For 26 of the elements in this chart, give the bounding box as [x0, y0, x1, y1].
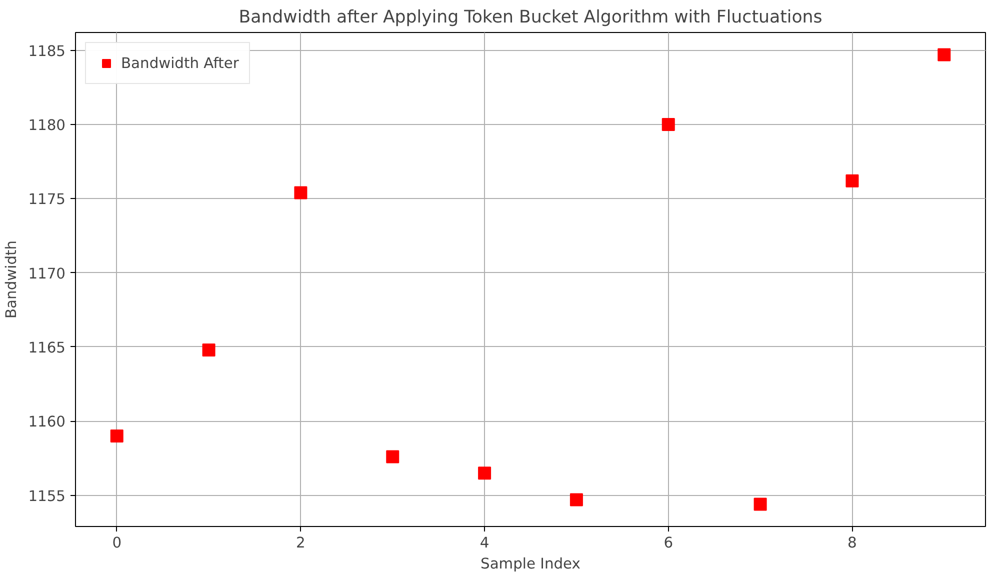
y-axis-title: Bandwidth — [3, 240, 20, 319]
point — [294, 186, 308, 200]
point — [846, 174, 859, 188]
y-tick-label: 1160 — [28, 414, 66, 431]
y-tick-label: 1155 — [28, 488, 66, 505]
x-tick-label: 6 — [664, 534, 674, 552]
y-tick-label: 1175 — [28, 191, 66, 208]
x-tick-label: 0 — [112, 534, 122, 552]
chart-title: Bandwidth after Applying Token Bucket Algorithm with Fluctuations — [238, 8, 822, 28]
x-tick-label: 8 — [848, 534, 857, 552]
point — [938, 48, 951, 62]
point — [202, 343, 216, 356]
y-tick-label: 1170 — [28, 265, 66, 282]
point — [754, 498, 767, 511]
point — [110, 430, 124, 443]
x-axis-title: Sample Index — [480, 556, 581, 572]
point — [570, 493, 583, 506]
point — [478, 466, 492, 480]
point — [662, 118, 675, 131]
point — [386, 450, 400, 464]
y-tick-label: 1185 — [28, 42, 66, 60]
y-tick-label: 1180 — [28, 116, 66, 134]
y-tick-label: 1165 — [28, 340, 66, 356]
legend-label: Bandwidth After — [121, 54, 239, 72]
x-tick-label: 4 — [480, 534, 490, 552]
x-tick-label: 2 — [296, 534, 306, 552]
